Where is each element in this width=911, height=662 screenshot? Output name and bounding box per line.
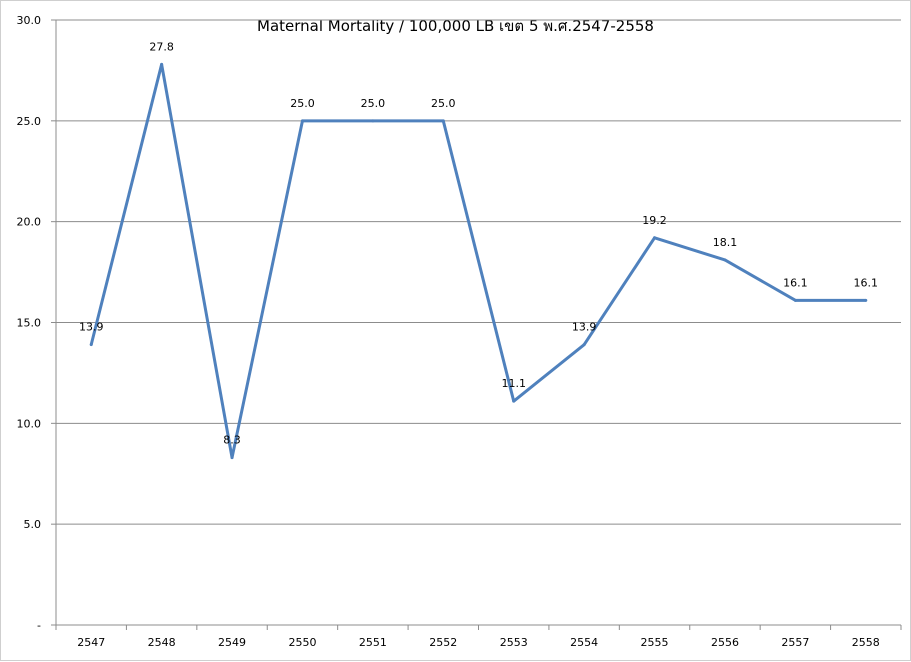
- data-point: [723, 258, 727, 262]
- data-label: 18.1: [713, 236, 738, 249]
- x-tick-label: 2549: [218, 636, 246, 649]
- data-point: [300, 119, 304, 123]
- series-line: [89, 62, 866, 460]
- data-point: [89, 343, 93, 347]
- x-tick-label: 2557: [781, 636, 809, 649]
- data-label: 27.8: [149, 40, 174, 53]
- y-tick-label: 15.0: [17, 317, 42, 330]
- data-point: [230, 456, 234, 460]
- data-point: [582, 343, 586, 347]
- data-label: 13.9: [79, 321, 104, 334]
- y-tick-label: 10.0: [17, 417, 42, 430]
- data-point: [160, 62, 164, 66]
- data-point: [512, 399, 516, 403]
- data-label: 16.1: [854, 276, 879, 289]
- x-tick-label: 2550: [288, 636, 316, 649]
- x-tick-label: 2558: [852, 636, 880, 649]
- x-tick-label: 2554: [570, 636, 598, 649]
- x-tick-label: 2555: [641, 636, 669, 649]
- chart-title: Maternal Mortality / 100,000 LB เขต 5 พ.…: [257, 17, 654, 35]
- data-point: [793, 298, 797, 302]
- x-tick-label: 2547: [77, 636, 105, 649]
- data-label: 11.1: [501, 377, 526, 390]
- data-point: [864, 298, 868, 302]
- x-tick-label: 2548: [148, 636, 176, 649]
- data-label: 25.0: [431, 97, 456, 110]
- y-tick-label: 25.0: [17, 115, 42, 128]
- data-label: 25.0: [290, 97, 315, 110]
- y-tick-label: 30.0: [17, 14, 42, 27]
- x-tick-label: 2551: [359, 636, 387, 649]
- data-label: 8.3: [223, 434, 241, 447]
- x-tick-label: 2552: [429, 636, 457, 649]
- y-tick-label: 5.0: [24, 518, 42, 531]
- y-tick-label: -: [37, 619, 41, 632]
- data-point: [653, 236, 657, 240]
- y-tick-label: 20.0: [17, 216, 42, 229]
- data-label: 19.2: [642, 214, 667, 227]
- x-tick-label: 2556: [711, 636, 739, 649]
- data-point: [371, 119, 375, 123]
- data-label: 16.1: [783, 276, 808, 289]
- data-point: [441, 119, 445, 123]
- data-label: 25.0: [361, 97, 386, 110]
- data-label: 13.9: [572, 321, 597, 334]
- x-tick-label: 2553: [500, 636, 528, 649]
